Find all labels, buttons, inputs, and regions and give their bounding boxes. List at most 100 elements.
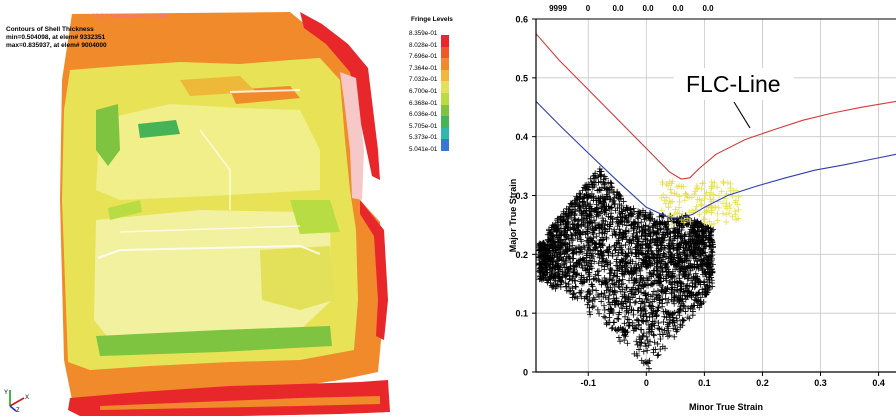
strain-point bbox=[602, 315, 608, 321]
axis-z-label: Z bbox=[16, 408, 20, 412]
top-axis-label: 0 bbox=[586, 4, 591, 13]
strain-point bbox=[725, 180, 731, 186]
strain-point bbox=[620, 277, 626, 283]
strain-point bbox=[715, 211, 721, 217]
contour-plot-panel: 18-2-1 Ve5494 elem=0.5494 Contours of Sh… bbox=[0, 0, 470, 417]
x-tick-label: 0.2 bbox=[756, 378, 769, 388]
strain-point bbox=[597, 169, 603, 175]
fringe-level-label: 5.041e-01 bbox=[409, 146, 437, 153]
plot-min-text: min=0.504098, at elem# 9332351 bbox=[6, 34, 107, 42]
top-axis-label: 0.0 bbox=[672, 4, 684, 13]
x-tick-label: -0.1 bbox=[581, 378, 597, 388]
x-tick-label: 0 bbox=[644, 378, 649, 388]
axis-x-label: X bbox=[25, 395, 29, 401]
strain-point bbox=[671, 211, 677, 217]
strain-point bbox=[714, 217, 720, 223]
y-tick-label: 0.6 bbox=[515, 15, 528, 25]
strain-point bbox=[736, 194, 742, 200]
y-axis-title: Major True Strain bbox=[508, 179, 518, 253]
strain-point bbox=[596, 268, 602, 274]
fringe-level-swatch bbox=[441, 116, 449, 128]
flc-series-line-1 bbox=[536, 101, 896, 217]
fringe-level-label: 6.036e-01 bbox=[409, 111, 437, 118]
strain-point bbox=[671, 334, 677, 340]
flc-annotation-leader bbox=[734, 102, 750, 128]
x-axis-title: Minor True Strain bbox=[689, 402, 763, 412]
strain-point bbox=[708, 184, 714, 190]
strain-point bbox=[667, 187, 673, 193]
strain-point bbox=[571, 294, 577, 300]
axis-triad-icon: Y X Z bbox=[4, 386, 30, 412]
strain-point bbox=[624, 340, 630, 346]
strain-point bbox=[666, 297, 672, 303]
strain-point bbox=[701, 216, 707, 222]
fringe-level-label: 7.696e-01 bbox=[409, 53, 437, 60]
strain-point bbox=[608, 181, 614, 187]
strain-point bbox=[615, 316, 621, 322]
strain-point bbox=[655, 325, 661, 331]
strain-point bbox=[669, 190, 675, 196]
strain-point bbox=[602, 307, 608, 313]
fringe-level-swatch bbox=[441, 105, 449, 117]
y-tick-label: 0.5 bbox=[515, 73, 528, 83]
strain-point bbox=[709, 179, 715, 185]
strain-point bbox=[655, 341, 661, 347]
strain-point bbox=[663, 295, 669, 301]
fringe-level-label: 6.368e-01 bbox=[409, 100, 437, 107]
plot-max-text: max=0.835937, at elem# 9004000 bbox=[6, 42, 107, 50]
strain-point bbox=[606, 293, 612, 299]
strain-point bbox=[643, 343, 649, 349]
strain-point bbox=[699, 186, 705, 192]
overlay-label: 18-2-1 Ve5494 elem=0.5494 bbox=[92, 14, 168, 20]
fringe-level-label: 5.705e-01 bbox=[409, 123, 437, 130]
fringe-level-swatch bbox=[441, 47, 449, 59]
strain-point bbox=[633, 299, 639, 305]
top-axis-label: 0.0 bbox=[702, 4, 714, 13]
flc-annotation-label: FLC-Line bbox=[686, 71, 781, 97]
strain-point bbox=[601, 303, 607, 309]
strain-point bbox=[648, 271, 654, 277]
strain-point bbox=[686, 316, 692, 322]
fringe-level-label: 6.700e-01 bbox=[409, 88, 437, 95]
strain-point bbox=[619, 305, 625, 311]
strain-point bbox=[614, 315, 620, 321]
y-tick-label: 0 bbox=[523, 368, 528, 378]
top-axis-label: 0.0 bbox=[612, 4, 624, 13]
fringe-level-label: 8.028e-01 bbox=[409, 42, 437, 49]
strain-point bbox=[701, 196, 707, 202]
strain-point bbox=[716, 205, 722, 211]
strain-point bbox=[617, 338, 623, 344]
strain-point bbox=[653, 313, 659, 319]
strain-point bbox=[611, 319, 617, 325]
strain-point bbox=[627, 323, 633, 329]
axis-y-label: Y bbox=[4, 390, 8, 396]
strain-point bbox=[646, 366, 652, 372]
strain-point bbox=[640, 276, 646, 282]
strain-point bbox=[697, 211, 703, 217]
strain-point bbox=[732, 208, 738, 214]
strain-point bbox=[575, 295, 581, 301]
strain-point bbox=[656, 305, 662, 311]
strain-point bbox=[644, 348, 650, 354]
strain-point bbox=[623, 285, 629, 291]
x-tick-label: 0.1 bbox=[698, 378, 711, 388]
strain-point bbox=[720, 179, 726, 185]
flc-chart-panel: 0 0.1 0.2 0.3 0.4 0.5 0.6 -0.1 0 0.1 0.2 0.3 0.4 9999… bbox=[490, 0, 896, 417]
strain-point bbox=[723, 219, 729, 225]
flc-chart: 0 0.1 0.2 0.3 0.4 0.5 0.6 -0.1 0 0.1 0.2 0.3 0.4 9999… bbox=[490, 0, 896, 417]
y-tick-label: 0.1 bbox=[515, 309, 528, 319]
x-tick-label: 0.4 bbox=[872, 378, 885, 388]
strain-point bbox=[720, 211, 726, 217]
strain-point bbox=[609, 325, 615, 331]
fringe-level-swatch bbox=[441, 93, 449, 105]
fringe-level-swatch bbox=[441, 70, 449, 82]
strain-point bbox=[652, 339, 658, 345]
fringe-level-swatch bbox=[441, 139, 449, 151]
fringe-level-label: 5.373e-01 bbox=[409, 134, 437, 141]
strain-point bbox=[603, 320, 609, 326]
strain-point bbox=[702, 193, 708, 199]
strain-point bbox=[723, 212, 729, 218]
strain-point bbox=[664, 300, 670, 306]
strain-point bbox=[596, 240, 602, 246]
x-tick-label: 0.3 bbox=[814, 378, 827, 388]
